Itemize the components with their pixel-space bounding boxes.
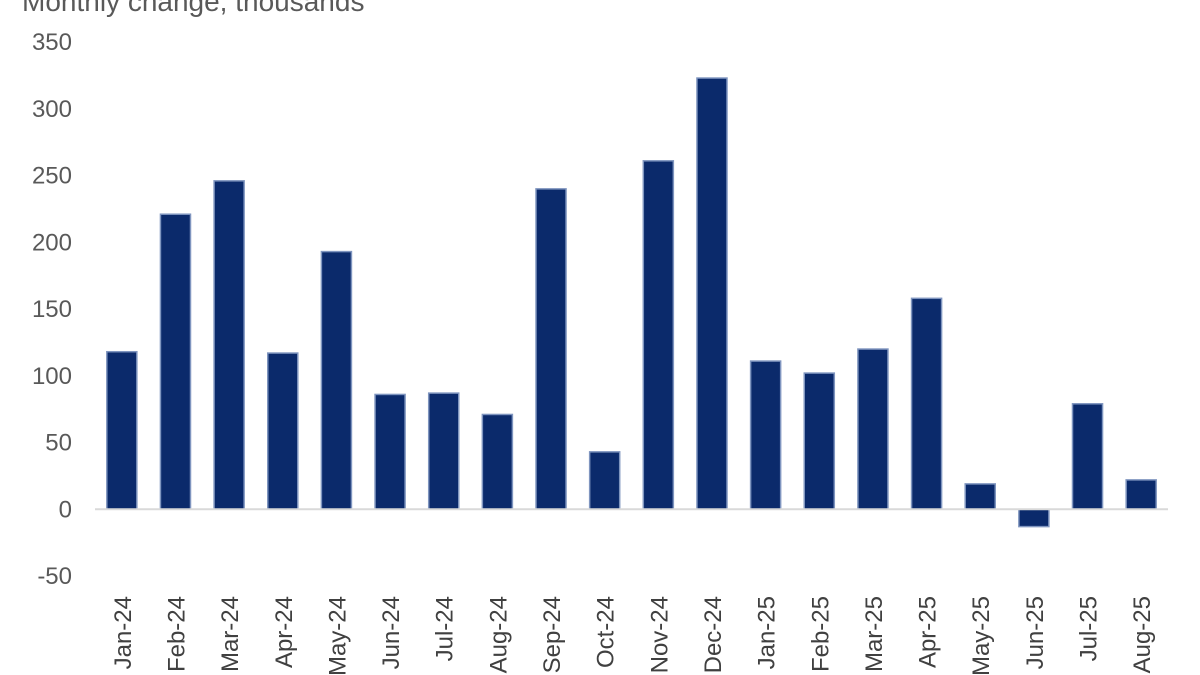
x-tick-label: Mar-25: [861, 596, 888, 672]
bar: [1018, 508, 1050, 528]
y-tick-label: 0: [59, 496, 72, 523]
x-tick-label: Mar-24: [217, 596, 244, 672]
x-tick-label: Feb-24: [163, 596, 190, 672]
x-tick-label: Sep-24: [539, 596, 566, 673]
x-tick-label: Apr-24: [271, 596, 298, 668]
x-tick-label: Jan-24: [110, 596, 137, 669]
x-tick-label: Jun-24: [378, 596, 405, 669]
y-tick-label: 250: [32, 163, 72, 190]
x-axis-labels: Jan-24 Feb-24 Mar-24 Apr-24 May-24 Jun-24 Jul-…: [110, 596, 1156, 675]
y-tick-label: 50: [45, 430, 72, 457]
x-tick-label: Jul-24: [432, 596, 459, 661]
y-tick-label: 200: [32, 229, 72, 256]
bar: [374, 393, 406, 510]
bar: [857, 348, 889, 510]
bar: [1125, 479, 1157, 511]
x-tick-label: Nov-24: [646, 596, 673, 673]
bar: [588, 451, 621, 510]
bar: [642, 160, 675, 510]
y-tick-label: 100: [32, 363, 72, 390]
y-tick-label: -50: [37, 563, 72, 590]
bars-group: [106, 77, 1157, 528]
y-tick-label: 300: [32, 96, 72, 123]
bar: [910, 297, 943, 510]
x-tick-label: May-24: [324, 596, 351, 675]
bar: [1071, 403, 1104, 510]
bar: [964, 483, 996, 511]
bar: [106, 350, 138, 510]
x-tick-label: Aug-24: [485, 596, 512, 673]
bar: [535, 188, 567, 510]
y-axis-ticks: 350 300 250 200 150 100 50 0 -50: [32, 29, 72, 590]
x-tick-label: Jul-25: [1076, 596, 1103, 661]
bar: [427, 392, 460, 511]
bar: [481, 413, 514, 510]
bar: [267, 352, 299, 510]
bar: [696, 77, 728, 510]
x-tick-label: Apr-25: [915, 596, 942, 668]
y-tick-label: 350: [32, 29, 72, 56]
x-tick-label: Oct-24: [593, 596, 620, 668]
x-tick-label: Jun-25: [1022, 596, 1049, 669]
bar: [159, 213, 192, 510]
x-tick-label: Feb-25: [807, 596, 834, 672]
bar: [213, 180, 245, 510]
x-tick-label: Dec-24: [700, 596, 727, 673]
x-tick-label: May-25: [968, 596, 995, 675]
y-tick-label: 150: [32, 296, 72, 323]
chart-title: Monthly change, thousands: [22, 0, 365, 17]
bar: [803, 372, 836, 510]
x-tick-label: Aug-25: [1129, 596, 1156, 673]
bar: [749, 360, 782, 510]
x-tick-label: Jan-25: [754, 596, 781, 669]
bar: [320, 250, 353, 510]
